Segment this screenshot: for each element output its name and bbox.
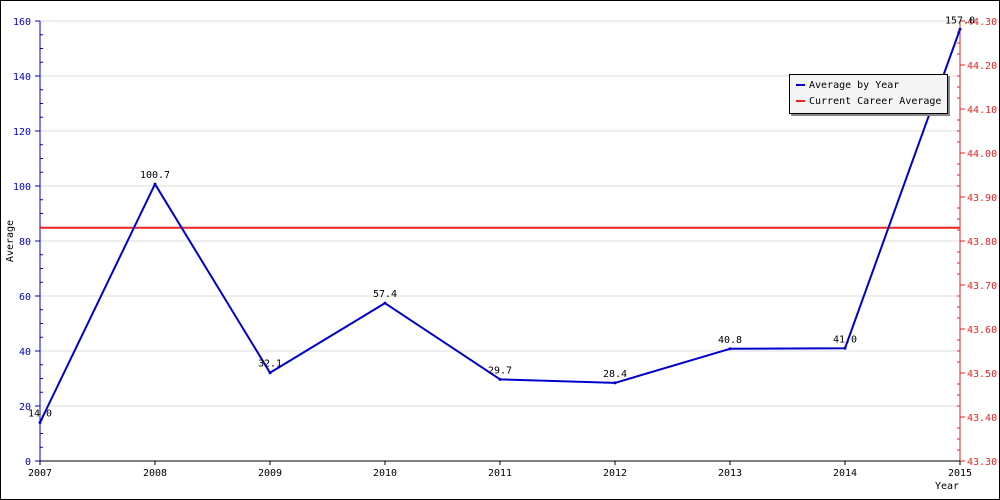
x-tick-label: 2014 [833, 468, 857, 479]
data-point [153, 182, 157, 186]
data-labels: 14.0 100.7 32.1 57.4 29.7 28.4 40.8 41.0 157.0 [28, 15, 975, 419]
data-label: 29.7 [488, 365, 512, 376]
data-point [958, 27, 962, 31]
y-axis-title: Average [5, 220, 16, 262]
left-tick-label: 0 [25, 457, 31, 468]
right-tick-label: 43.70 [967, 281, 997, 292]
data-point [38, 421, 42, 424]
x-tick-label: 2013 [718, 468, 742, 479]
left-tick-label: 160 [13, 17, 31, 28]
left-tick-label: 60 [19, 292, 31, 303]
left-tick-label: 120 [13, 127, 31, 138]
series-layer [38, 27, 962, 424]
legend: Average by Year Current Career Average [789, 74, 948, 114]
data-label: 32.1 [258, 359, 282, 370]
data-label: 57.4 [373, 289, 397, 300]
right-tick-label: 43.30 [967, 457, 997, 468]
left-tick-label: 40 [19, 347, 31, 358]
data-point [613, 381, 617, 385]
right-tick-label: 44.30 [967, 17, 997, 28]
legend-swatch-red [796, 100, 805, 102]
right-tick-label: 44.00 [967, 149, 997, 160]
x-axis-title: Year [935, 481, 959, 492]
data-label: 40.8 [718, 335, 742, 346]
data-label: 100.7 [140, 170, 170, 181]
data-label: 41.0 [833, 334, 857, 345]
legend-label: Average by Year [809, 80, 900, 91]
right-tick-label: 43.80 [967, 237, 997, 248]
data-label: 28.4 [603, 369, 627, 380]
right-tick-label: 44.20 [967, 61, 997, 72]
data-label: 157.0 [945, 15, 975, 26]
x-tick-label: 2007 [28, 468, 52, 479]
legend-label: Current Career Average [809, 96, 942, 107]
legend-swatch-blue [796, 84, 805, 86]
right-tick-label: 43.40 [967, 413, 997, 424]
legend-item-average-by-year: Average by Year [796, 79, 899, 93]
right-tick-label: 43.50 [967, 369, 997, 380]
left-tick-label: 80 [19, 237, 31, 248]
x-tick-label: 2008 [143, 468, 167, 479]
right-tick-label: 43.90 [967, 193, 997, 204]
data-point [268, 371, 272, 375]
data-point [843, 346, 847, 350]
left-tick-label: 20 [19, 402, 31, 413]
data-point [383, 301, 387, 305]
x-tick-label: 2010 [373, 468, 397, 479]
right-tick-label: 43.60 [967, 325, 997, 336]
right-tick-label: 44.10 [967, 105, 997, 116]
data-point [728, 347, 732, 351]
x-tick-label: 2015 [948, 468, 972, 479]
legend-item-current-career-average: Current Career Average [796, 95, 941, 109]
x-tick-label: 2009 [258, 468, 282, 479]
axes: 0 20 40 60 80 100 120 140 160 43.30 43.40 43.50 43.6… [13, 17, 997, 479]
x-tick-label: 2011 [488, 468, 512, 479]
data-label: 14.0 [28, 409, 52, 420]
left-tick-label: 140 [13, 72, 31, 83]
x-tick-label: 2012 [603, 468, 627, 479]
data-point [498, 377, 502, 381]
left-tick-label: 100 [13, 182, 31, 193]
